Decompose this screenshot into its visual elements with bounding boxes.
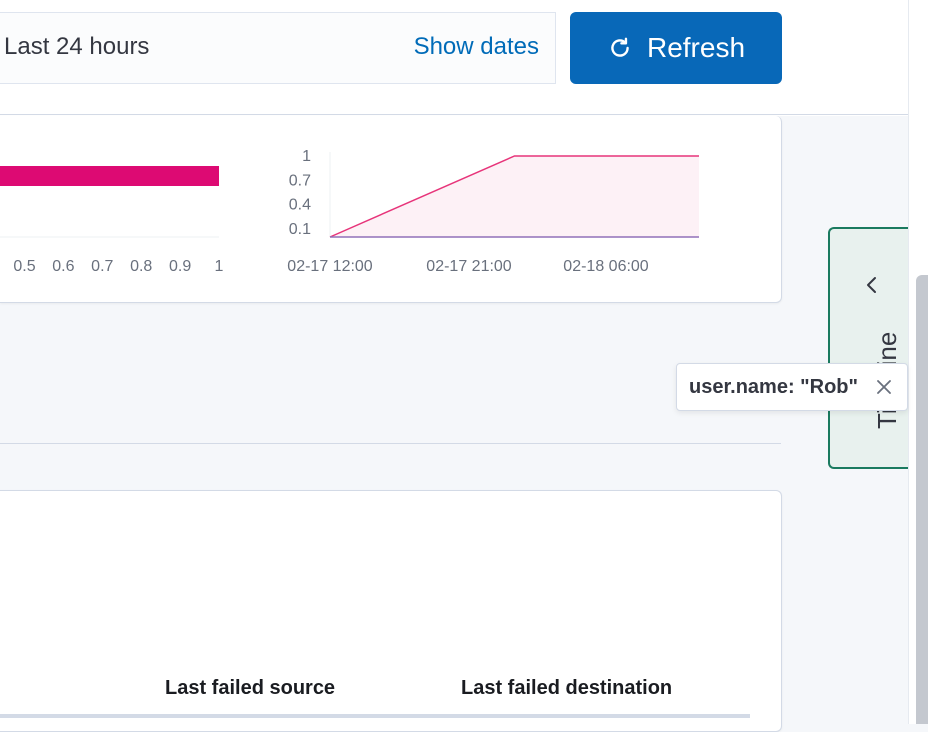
close-icon[interactable] — [875, 378, 893, 396]
area-chart-fill — [330, 156, 699, 237]
area-chart-y-tick: 0.7 — [289, 172, 311, 189]
bar-chart-x-tick: 0.5 — [13, 258, 35, 275]
area-chart-x-tick: 02-17 21:00 — [426, 258, 512, 275]
refresh-label: Refresh — [646, 32, 746, 63]
area-chart-y-tick: 1 — [302, 148, 311, 165]
chevron-left-icon — [867, 277, 876, 293]
topbar-divider — [0, 114, 908, 115]
date-picker[interactable]: Last 24 hours Show dates — [0, 12, 556, 84]
table-panel — [0, 490, 782, 732]
bar-chart-x-tick: 0.7 — [91, 258, 113, 275]
area-chart-x-tick: 02-17 12:00 — [287, 258, 373, 275]
bar-chart-x-tick: 0.8 — [130, 258, 152, 275]
bar-chart-x-tick: 0.6 — [52, 258, 74, 275]
bar-chart-x-tick: 1 — [215, 258, 224, 275]
section-divider — [0, 443, 781, 444]
scrollbar-thumb[interactable] — [916, 275, 928, 724]
show-dates-link[interactable]: Show dates — [413, 33, 539, 60]
timeline-flyout-tab[interactable]: Timeline — [828, 227, 908, 469]
top-bar: Last 24 hours Show dates Refresh — [0, 0, 908, 116]
area-chart-series-line — [329, 155, 699, 238]
filter-pill[interactable]: user.name: "Rob" — [676, 363, 908, 411]
table-header-rule — [0, 714, 750, 718]
bar-chart-bar — [0, 166, 219, 186]
area-chart-y-tick: 0.1 — [289, 221, 311, 238]
kpi-charts-panel: 0.5 0.6 0.7 0.8 0.9 1 1 0.7 0.4 0.1 02-17 12:00 02-… — [0, 116, 782, 303]
column-header-last-failed-source[interactable]: Last failed source — [165, 677, 336, 699]
date-range-label[interactable]: Last 24 hours — [4, 33, 150, 60]
area-chart-y-tick: 0.4 — [289, 197, 311, 214]
refresh-icon — [611, 37, 629, 57]
bar-chart-x-tick: 0.9 — [169, 258, 191, 275]
filter-pill-text: user.name: "Rob" — [689, 375, 859, 398]
kpi-charts: 0.5 0.6 0.7 0.8 0.9 1 1 0.7 0.4 0.1 02-17 12:00 02-… — [0, 148, 699, 275]
area-chart-x-tick: 02-18 06:00 — [563, 258, 649, 275]
column-header-last-failed-destination[interactable]: Last failed destination — [461, 677, 673, 699]
refresh-button[interactable]: Refresh — [570, 12, 782, 84]
